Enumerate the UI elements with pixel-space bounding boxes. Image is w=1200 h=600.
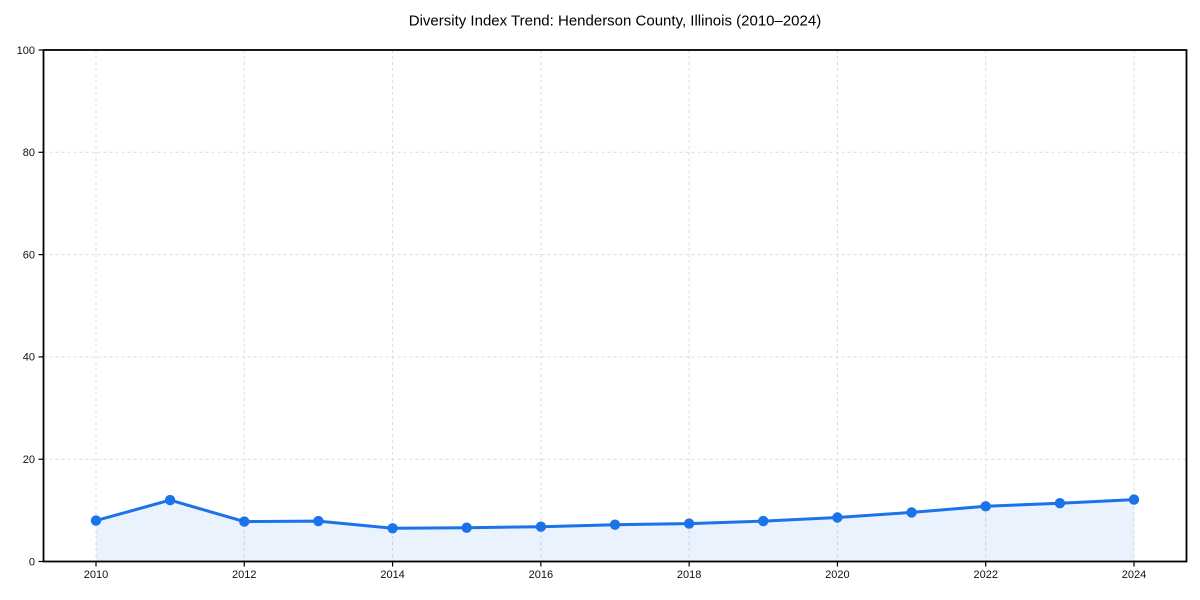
axes-layer (42, 49, 1188, 563)
data-point (980, 501, 991, 512)
x-tick-label: 2020 (825, 569, 849, 581)
y-tick-label: 0 (29, 556, 35, 568)
tick-layer: 0 20 40 60 80 100 2010 2012 2014 2016 2018 2020 2022… (17, 45, 1147, 581)
data-point (313, 515, 324, 527)
plot-border (42, 49, 1188, 563)
y-tick-label: 20 (23, 454, 35, 466)
y-tick-label: 40 (23, 352, 35, 364)
x-tick-label: 2016 (529, 569, 553, 581)
series-layer (90, 494, 1140, 562)
x-tick-label: 2012 (232, 569, 256, 581)
grid-layer (43, 50, 1187, 562)
x-tick-label: 2024 (1122, 569, 1146, 581)
data-point (1128, 494, 1140, 505)
data-point (1054, 498, 1066, 509)
chart-title: Diversity Index Trend: Henderson County,… (409, 13, 821, 30)
x-tick-label: 2014 (380, 569, 404, 581)
data-point (387, 523, 398, 534)
y-tick-label: 80 (23, 147, 35, 159)
area-fill (96, 499, 1134, 562)
y-tick-label: 60 (23, 249, 35, 261)
data-point (535, 521, 547, 532)
data-point (90, 515, 102, 526)
data-point (758, 515, 769, 527)
data-point (239, 516, 250, 527)
data-point (461, 522, 472, 533)
data-point (683, 518, 695, 529)
data-point (609, 519, 621, 530)
y-tick-label: 100 (17, 45, 35, 57)
x-tick-label: 2018 (677, 569, 701, 581)
data-point (164, 494, 176, 506)
x-tick-label: 2010 (84, 569, 108, 581)
x-tick-label: 2022 (973, 569, 997, 581)
data-point (832, 512, 843, 523)
data-point (906, 507, 917, 518)
